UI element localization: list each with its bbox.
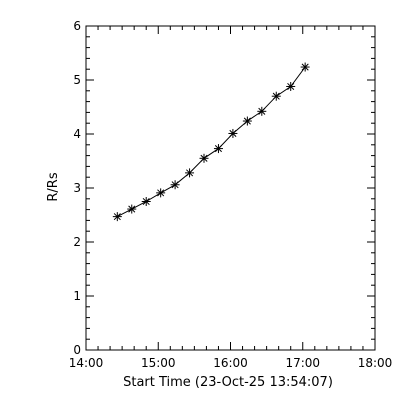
- y-tick-label: 1: [73, 289, 81, 303]
- data-point-marker: [199, 153, 209, 163]
- y-tick-label: 6: [73, 19, 81, 33]
- data-point-marker: [127, 204, 137, 214]
- data-point-marker: [185, 168, 195, 178]
- data-point-marker: [213, 144, 223, 154]
- x-tick-label: 15:00: [141, 356, 176, 370]
- data-point-marker: [141, 197, 151, 206]
- series-line: [117, 66, 306, 218]
- y-tick-label: 5: [73, 73, 81, 87]
- y-tick-label: 2: [73, 235, 81, 249]
- x-tick-label: 14:00: [69, 356, 104, 370]
- y-axis-label: R/Rs: [46, 172, 61, 201]
- y-tick-label: 4: [73, 127, 81, 141]
- data-point-marker: [286, 81, 296, 91]
- data-point-marker: [170, 180, 180, 190]
- data-point-marker: [257, 106, 267, 116]
- x-axis-label: Start Time (23-Oct-25 13:54:07): [123, 375, 333, 390]
- tick-labels: 14:00 15:00 16:00 17:00 18:00 0 1 2 3 4 5 6: [69, 19, 393, 370]
- plot-frame: [85, 25, 376, 351]
- y-tick-label: 0: [73, 343, 81, 357]
- x-tick-label: 18:00: [358, 356, 393, 370]
- x-tick-label: 17:00: [285, 356, 320, 370]
- data-point-marker: [112, 212, 122, 222]
- data-point-marker: [300, 62, 310, 72]
- data-point-marker: [228, 128, 238, 138]
- series-markers: [112, 62, 310, 222]
- data-point-marker: [271, 91, 281, 101]
- y-tick-label: 3: [73, 181, 81, 195]
- data-point-marker: [156, 188, 166, 198]
- x-tick-label: 16:00: [213, 356, 248, 370]
- tick-marks: [85, 25, 376, 351]
- data-point-marker: [242, 116, 252, 126]
